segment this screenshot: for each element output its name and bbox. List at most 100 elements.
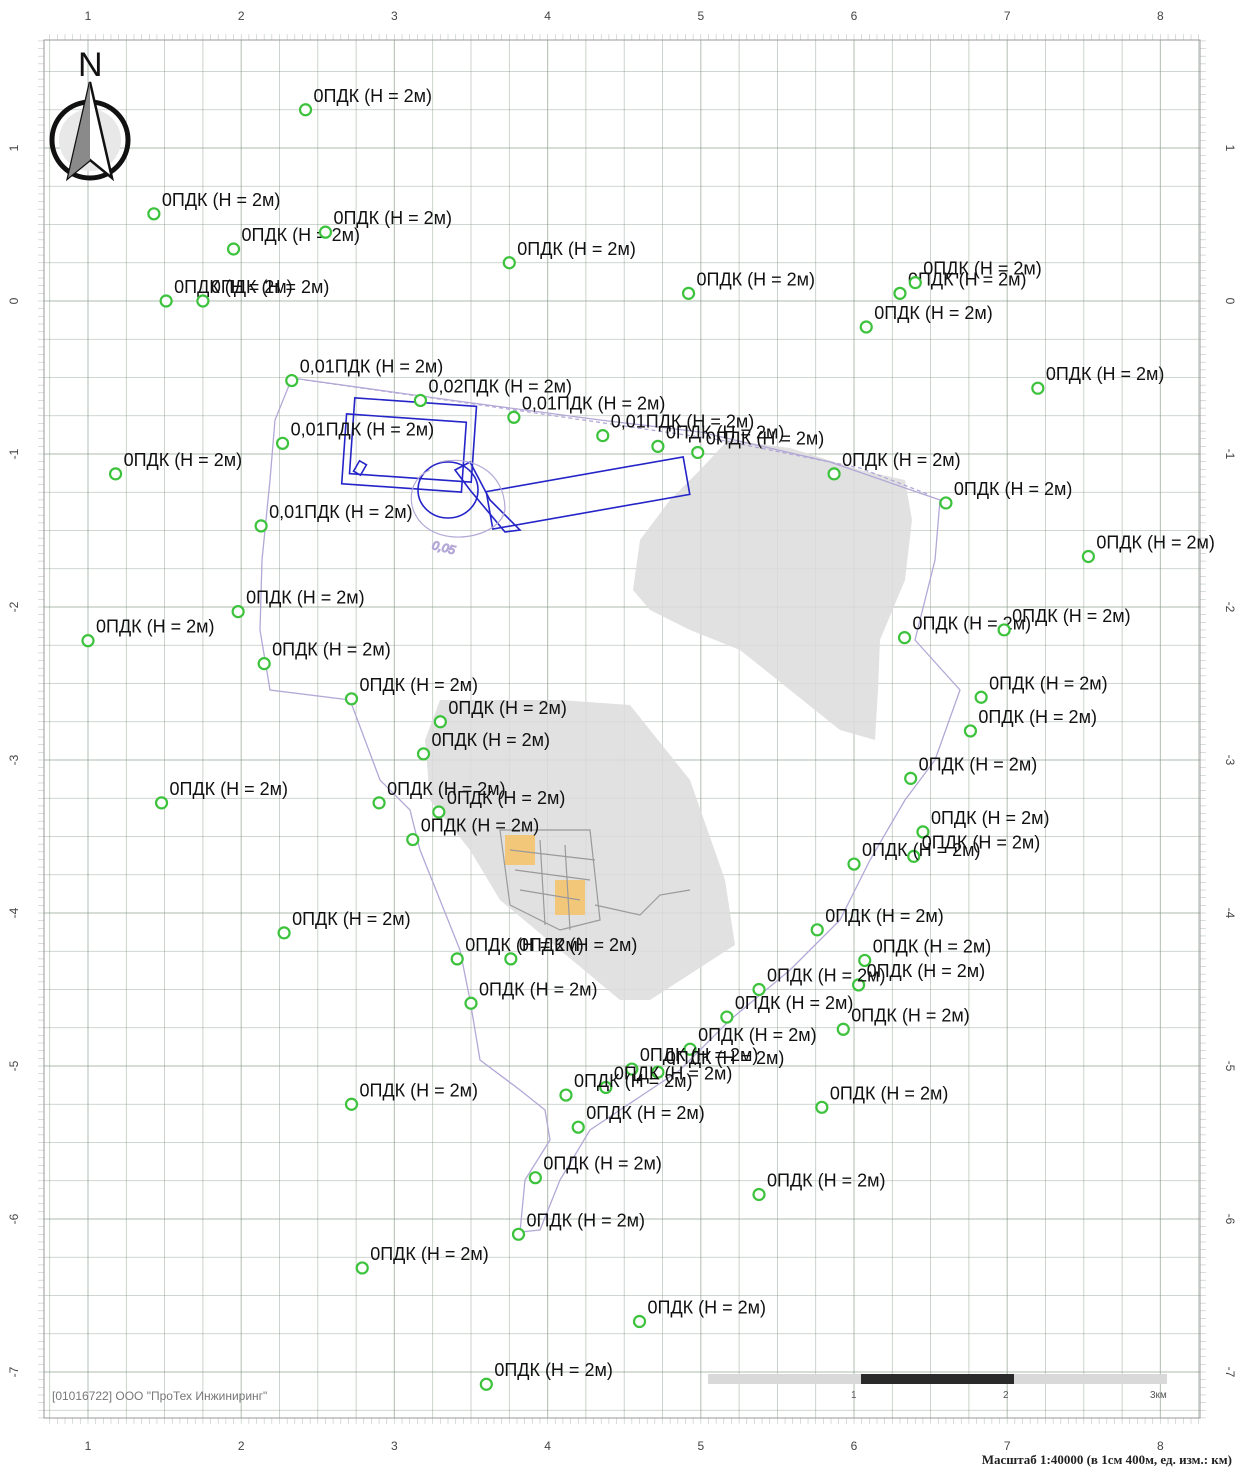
calc-point-marker[interactable] [254, 519, 268, 533]
calc-point[interactable]: 0ПДК (H = 2м) [406, 816, 539, 847]
calc-point-marker[interactable] [277, 926, 291, 940]
calc-point-marker[interactable] [528, 1171, 542, 1185]
calc-point-marker[interactable] [318, 225, 333, 239]
calc-point-marker[interactable] [344, 1097, 359, 1111]
calc-point-marker[interactable] [836, 1022, 850, 1036]
calc-point[interactable]: 0ПДК (H = 2м) [974, 673, 1108, 704]
calc-point[interactable]: 0ПДК (H = 2м) [298, 86, 432, 117]
calc-point[interactable]: 0,01ПДК (H = 2м) [596, 412, 754, 443]
calc-point[interactable]: 0ПДК (H = 2м) [464, 979, 598, 1010]
calc-point-marker[interactable] [257, 657, 271, 671]
calc-point[interactable]: 0ПДК (H = 2м) [432, 788, 565, 819]
calc-point[interactable]: 0ПДК (H = 2м) [752, 1171, 886, 1202]
calc-point[interactable]: 0ПДК (H = 2м) [858, 936, 991, 968]
calc-point-marker[interactable] [433, 715, 447, 729]
calc-point[interactable]: 0ПДК (H = 2м) [277, 909, 411, 940]
calc-point[interactable]: 0ПДК (H = 2м) [257, 640, 391, 671]
calc-point-marker[interactable] [416, 747, 431, 761]
calc-point-marker[interactable] [571, 1120, 585, 1134]
calc-point-marker[interactable] [507, 410, 521, 424]
calc-point-marker[interactable] [298, 103, 313, 117]
calc-point[interactable]: 0ПДК (H = 2м) [511, 1210, 645, 1241]
calc-point-marker[interactable] [810, 923, 824, 937]
calc-point-marker[interactable] [231, 604, 245, 619]
calc-point[interactable]: 0ПДК (H = 2м) [939, 479, 1072, 510]
calc-point[interactable]: 0ПДК (H = 2м) [651, 422, 784, 453]
calc-point-marker[interactable] [683, 1042, 697, 1056]
calc-point-marker[interactable] [997, 623, 1011, 637]
calc-point[interactable]: 0ПДК (H = 2м) [997, 606, 1131, 637]
calc-point-marker[interactable] [432, 805, 446, 819]
calc-point[interactable]: 0ПДК (H = 2м) [815, 1083, 948, 1114]
calc-point[interactable]: 0ПДК (H = 2м) [147, 190, 280, 221]
calc-point-marker[interactable] [226, 242, 241, 256]
calc-point-marker[interactable] [285, 373, 299, 388]
calc-point-marker[interactable] [681, 286, 696, 300]
calc-point[interactable]: 0ПДК (H = 2м) [502, 239, 636, 270]
calc-point-marker[interactable] [355, 1261, 369, 1275]
calc-point[interactable]: 0ПДК (H = 2м) [81, 617, 215, 648]
calc-point[interactable]: 0ПДК (H = 2м) [625, 1045, 758, 1076]
calc-point[interactable]: 0ПДК (H = 2м) [691, 428, 824, 460]
calc-point-marker[interactable] [625, 1062, 639, 1076]
calc-point[interactable]: 0,01ПДК (H = 2м) [275, 419, 434, 450]
calc-point-marker[interactable] [904, 771, 918, 785]
calc-point[interactable]: 0ПДК (H = 2м) [504, 935, 637, 966]
calc-point-marker[interactable] [275, 436, 290, 450]
calc-point-marker[interactable] [847, 857, 861, 871]
calc-point-marker[interactable] [372, 796, 386, 810]
calc-point-marker[interactable] [907, 849, 921, 863]
calc-point[interactable]: 0ПДК (H = 2м) [372, 779, 506, 810]
calc-point[interactable]: 0,01ПДК (H = 2м) [507, 393, 665, 424]
calc-point-marker[interactable] [939, 496, 953, 510]
calc-point-marker[interactable] [154, 796, 169, 810]
calc-point-marker[interactable] [159, 294, 173, 308]
calc-point-marker[interactable] [752, 1187, 766, 1202]
calc-point[interactable]: 0ПДК (H = 2м) [893, 269, 1026, 300]
calc-point-marker[interactable] [858, 953, 872, 968]
calc-point[interactable]: 0ПДК (H = 2м) [859, 303, 993, 334]
calc-point[interactable]: 0ПДК (H = 2м) [355, 1244, 489, 1275]
calc-point-marker[interactable] [479, 1377, 493, 1391]
calc-point[interactable]: 0ПДК (H = 2м) [226, 225, 360, 256]
calc-point-marker[interactable] [859, 320, 873, 334]
calc-point-marker[interactable] [974, 690, 988, 704]
calc-point-marker[interactable] [450, 952, 464, 966]
calc-point[interactable]: 0ПДК (H = 2м) [599, 1063, 732, 1095]
calc-point[interactable]: 0ПДК (H = 2м) [344, 1080, 478, 1111]
calc-point[interactable]: 0ПДК (H = 2м) [108, 450, 242, 481]
calc-point-marker[interactable] [963, 724, 978, 738]
calc-point[interactable]: 0ПДК (H = 2м) [1081, 533, 1215, 564]
calc-point[interactable]: 0ПДК (H = 2м) [154, 779, 288, 810]
calc-point-marker[interactable] [406, 832, 420, 847]
calc-point-marker[interactable] [599, 1080, 613, 1095]
calc-point[interactable]: 0ПДК (H = 2м) [159, 277, 293, 308]
calc-point[interactable]: 0ПДК (H = 2м) [651, 1048, 784, 1079]
calc-point[interactable]: 0ПДК (H = 2м) [344, 675, 478, 706]
calc-point-marker[interactable] [851, 978, 866, 992]
calc-point[interactable]: 0ПДК (H = 2м) [1031, 364, 1164, 395]
calc-point-marker[interactable] [632, 1314, 647, 1329]
calc-point-marker[interactable] [827, 467, 841, 481]
calc-point-marker[interactable] [413, 393, 428, 408]
calc-point-marker[interactable] [752, 982, 766, 997]
calc-point[interactable]: 0ПДК (H = 2м) [196, 277, 329, 308]
calc-point-marker[interactable] [691, 445, 705, 460]
calc-point-marker[interactable] [897, 630, 912, 645]
calc-point-marker[interactable] [1081, 549, 1095, 564]
calc-point[interactable]: 0ПДК (H = 2м) [450, 935, 584, 966]
calc-point[interactable]: 0,01ПДК (H = 2м) [254, 502, 413, 533]
calc-point-marker[interactable] [815, 1100, 829, 1114]
calc-point[interactable]: 0ПДК (H = 2м) [908, 259, 1042, 290]
calc-point[interactable]: 0ПДК (H = 2м) [752, 966, 886, 997]
calc-point[interactable]: 0ПДК (H = 2м) [433, 698, 567, 729]
calc-point-marker[interactable] [908, 276, 922, 290]
calc-point-marker[interactable] [464, 996, 478, 1010]
calc-point[interactable]: 0ПДК (H = 2м) [416, 730, 550, 761]
calc-point-marker[interactable] [81, 634, 95, 648]
calc-point[interactable]: 0ПДК (H = 2м) [559, 1071, 692, 1102]
calc-point-marker[interactable] [511, 1227, 526, 1241]
calc-point[interactable]: 0ПДК (H = 2м) [851, 961, 985, 992]
calc-point[interactable]: 0ПДК (H = 2м) [916, 808, 1049, 839]
calc-point-marker[interactable] [504, 952, 518, 966]
